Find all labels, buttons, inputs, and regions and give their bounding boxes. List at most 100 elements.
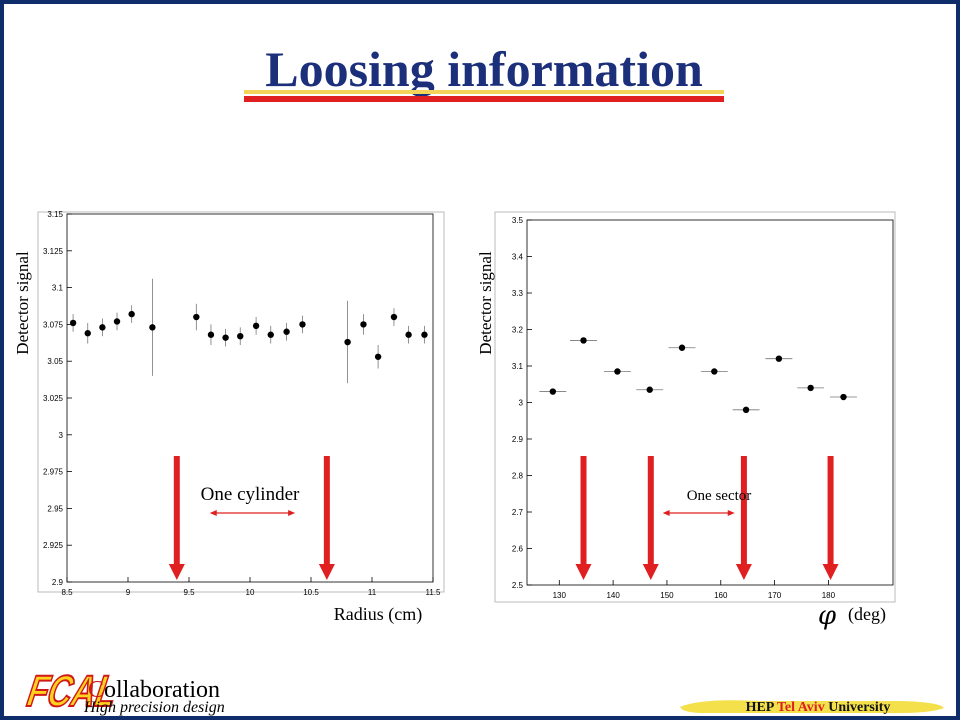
span-arrow-head-left	[209, 510, 217, 516]
footer: FCAL Collaboration High precision design…	[20, 665, 944, 717]
collaboration-label: Collaboration	[88, 677, 220, 703]
span-arrow-head-right	[727, 510, 735, 516]
tagline: High precision design	[83, 699, 225, 716]
y-tick-label: 3.5	[512, 216, 524, 225]
data-point	[207, 331, 215, 338]
chart-radius-annotation: One cylinder	[201, 484, 300, 505]
x-tick-label: 9.5	[183, 588, 195, 597]
chart-phi-annotation: One sector	[687, 488, 752, 504]
data-point	[390, 313, 398, 321]
data-point	[344, 338, 351, 346]
data-point	[237, 332, 244, 340]
x-tick-label: 10.5	[303, 588, 319, 597]
data-point	[646, 386, 653, 393]
data-point	[84, 330, 91, 337]
y-tick-label: 3.15	[47, 210, 63, 219]
data-point	[252, 322, 260, 330]
y-tick-label: 3.025	[43, 394, 64, 403]
chart-radius-xlabel: Radius (cm)	[334, 604, 422, 625]
chart-phi-ylabel: Detector signal	[476, 251, 495, 355]
y-tick-label: 3.1	[52, 284, 64, 293]
y-tick-label: 3.1	[512, 362, 524, 371]
y-tick-label: 3.4	[512, 253, 524, 262]
data-point	[678, 344, 686, 351]
x-tick-label: 170	[768, 591, 782, 600]
data-point	[807, 384, 814, 392]
university-city: Tel Aviv	[777, 700, 825, 715]
y-tick-label: 2.9	[52, 578, 64, 587]
data-point	[360, 321, 367, 328]
data-point	[614, 368, 621, 375]
y-tick-label: 3.3	[512, 289, 524, 298]
y-tick-label: 3.2	[512, 326, 524, 335]
y-tick-label: 2.975	[43, 468, 64, 477]
data-point	[421, 331, 428, 338]
title-underline-red	[244, 96, 724, 102]
data-point	[840, 393, 847, 401]
data-point	[775, 355, 783, 362]
y-tick-label: 2.6	[512, 545, 524, 554]
data-point	[580, 337, 587, 344]
university-name: University	[828, 700, 890, 715]
y-tick-label: 3.05	[47, 357, 63, 366]
x-tick-label: 130	[553, 591, 567, 600]
data-point	[549, 388, 557, 395]
y-tick-label: 3.075	[43, 320, 64, 329]
phi-symbol: φ	[818, 601, 837, 631]
slide-title: Loosing information	[265, 41, 703, 97]
data-point	[99, 324, 106, 331]
chart-radius-frame	[37, 211, 445, 593]
boundary-arrow-head	[822, 564, 839, 580]
y-tick-label: 2.95	[47, 504, 63, 513]
y-tick-label: 2.8	[512, 472, 524, 481]
data-point	[267, 331, 274, 338]
chart-radius: 2.9 2.925 2.95 2.975 3 3.025 3.05 3.075 3.1 3.125…	[13, 210, 445, 625]
x-tick-label: 160	[714, 591, 728, 600]
boundary-arrow-head	[318, 564, 335, 580]
data-point	[69, 319, 77, 327]
y-tick-label: 2.9	[512, 435, 524, 444]
title-underline-yellow	[244, 90, 724, 94]
span-arrow-head-right	[288, 510, 296, 516]
data-point	[299, 321, 306, 328]
chart-phi: 2.5 2.6 2.7 2.8 2.9 3 3.1 3.2 3.3 3.4 3.5 130 140 15…	[476, 211, 896, 631]
data-point	[374, 353, 382, 360]
boundary-arrow-head	[642, 564, 659, 580]
y-tick-label: 3	[519, 399, 524, 408]
data-point	[405, 331, 412, 338]
data-point	[193, 313, 200, 321]
university-hep: HEP	[746, 700, 775, 715]
data-point	[711, 368, 718, 375]
x-tick-label: 9	[126, 588, 131, 597]
x-tick-label: 8.5	[61, 588, 73, 597]
y-tick-label: 3.125	[43, 247, 64, 256]
footer-highlight	[680, 700, 944, 714]
chart-radius-ylabel: Detector signal	[13, 251, 32, 355]
data-point	[128, 310, 135, 318]
collaboration-initial: C	[88, 677, 104, 703]
x-tick-label: 10	[246, 588, 255, 597]
university-label: HEP Tel Aviv University	[746, 700, 891, 715]
y-tick-label: 2.925	[43, 541, 64, 550]
y-tick-label: 2.7	[512, 508, 524, 517]
y-tick-label: 2.5	[512, 581, 524, 590]
span-arrow-head-left	[662, 510, 670, 516]
x-tick-label: 180	[822, 591, 836, 600]
data-point	[222, 334, 229, 341]
data-point	[283, 328, 290, 335]
data-point	[113, 318, 121, 325]
fcal-logo-text: FCAL	[21, 666, 125, 716]
collaboration-rest: ollaboration	[104, 677, 220, 703]
boundary-arrow-head	[168, 564, 185, 580]
x-tick-label: 150	[660, 591, 674, 600]
boundary-arrow-head	[735, 564, 752, 580]
fcal-logo: FCAL	[20, 665, 126, 717]
boundary-arrow-head	[575, 564, 592, 580]
chart-phi-frame	[494, 211, 896, 603]
x-tick-label: 11.5	[426, 588, 442, 597]
data-point	[149, 324, 156, 331]
y-tick-label: 3	[59, 431, 64, 440]
x-tick-label: 140	[606, 591, 620, 600]
data-point	[742, 406, 750, 413]
